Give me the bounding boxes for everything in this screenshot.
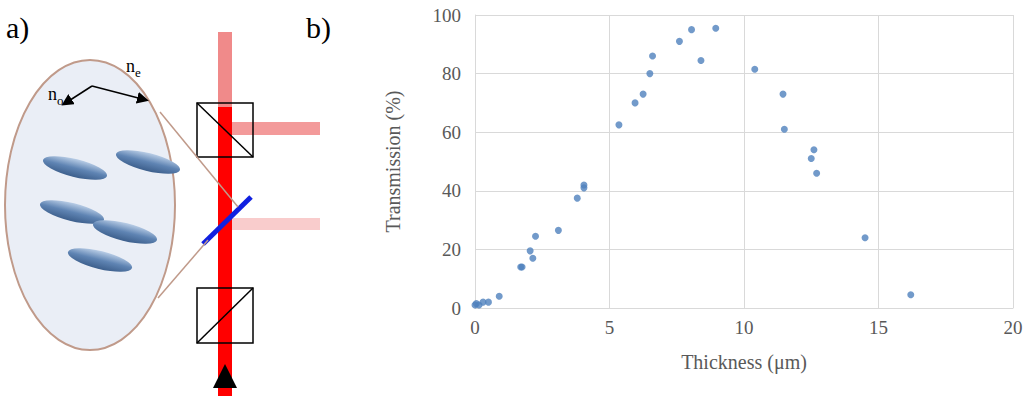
svg-text:20: 20	[442, 239, 461, 260]
svg-text:0: 0	[470, 317, 480, 338]
svg-text:5: 5	[605, 317, 615, 338]
svg-text:20: 20	[1004, 317, 1023, 338]
svg-text:0: 0	[452, 298, 462, 319]
svg-text:b): b)	[306, 11, 331, 45]
svg-text:40: 40	[442, 180, 461, 201]
svg-text:ne: ne	[126, 56, 141, 80]
svg-text:10: 10	[735, 317, 754, 338]
svg-text:a): a)	[6, 11, 29, 45]
svg-text:60: 60	[442, 122, 461, 143]
svg-text:Thickness (μm): Thickness (μm)	[681, 351, 807, 374]
svg-text:100: 100	[433, 5, 462, 26]
svg-text:15: 15	[869, 317, 888, 338]
svg-text:80: 80	[442, 63, 461, 84]
svg-text:Transmission (%): Transmission (%)	[382, 90, 405, 232]
svg-text:no: no	[48, 84, 64, 108]
